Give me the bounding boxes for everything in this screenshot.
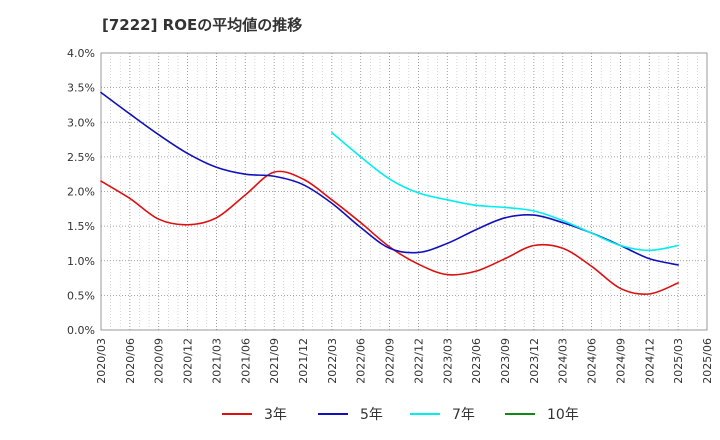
- x-tick-label: 2023/03: [441, 338, 454, 384]
- y-tick-label: 2.0%: [67, 186, 95, 199]
- x-tick-label: 2024/03: [557, 338, 570, 384]
- y-tick-label: 0.0%: [67, 324, 95, 337]
- y-tick-label: 3.5%: [67, 82, 95, 95]
- x-tick-label: 2021/06: [239, 338, 252, 384]
- x-tick-label: 2022/12: [412, 338, 425, 384]
- y-tick-label: 4.0%: [67, 47, 95, 60]
- y-axis: 0.0% 0.5% 1.0% 1.5% 2.0% 2.5% 3.0% 3.5% 4.0%: [67, 47, 95, 337]
- x-tick-label: 2024/12: [643, 338, 656, 384]
- x-tick-label: 2021/09: [268, 338, 281, 384]
- x-tick-label: 2022/03: [326, 338, 339, 384]
- x-tick-label: 2025/06: [701, 338, 714, 384]
- series-line-3: [331, 131, 679, 252]
- x-tick-label: 2023/12: [528, 338, 541, 384]
- legend-label-2: 5年: [360, 407, 383, 423]
- x-tick-label: 2023/09: [499, 338, 512, 384]
- x-tick-label: 2020/12: [182, 338, 195, 384]
- legend-label-3: 7年: [452, 407, 475, 423]
- chart-title: [7222] ROEの平均値の推移: [102, 16, 303, 34]
- legend-label-4: 10年: [547, 407, 579, 423]
- x-tick-label: 2022/09: [384, 338, 397, 384]
- x-tick-label: 2020/06: [124, 338, 137, 384]
- x-axis: 2020/03 2020/06 2020/09 2020/12 2021/03 2021/…: [95, 338, 714, 384]
- legend: 3年 5年 7年 10年: [222, 407, 579, 423]
- x-tick-label: 2025/03: [672, 338, 685, 384]
- y-tick-label: 1.5%: [67, 220, 95, 233]
- series-lines: [100, 91, 679, 296]
- x-tick-label: 2024/06: [586, 338, 599, 384]
- y-tick-label: 1.0%: [67, 255, 95, 268]
- legend-label-1: 3年: [264, 407, 287, 423]
- y-tick-label: 2.5%: [67, 151, 95, 164]
- x-tick-label: 2020/03: [95, 338, 108, 384]
- series-line-1: [100, 170, 679, 296]
- x-tick-label: 2021/03: [210, 338, 223, 384]
- y-tick-label: 3.0%: [67, 116, 95, 129]
- x-tick-label: 2023/06: [470, 338, 483, 384]
- x-tick-label: 2020/09: [153, 338, 166, 384]
- x-tick-label: 2024/09: [614, 338, 627, 384]
- y-tick-label: 0.5%: [67, 289, 95, 302]
- x-tick-label: 2021/12: [297, 338, 310, 384]
- x-tick-label: 2022/06: [355, 338, 368, 384]
